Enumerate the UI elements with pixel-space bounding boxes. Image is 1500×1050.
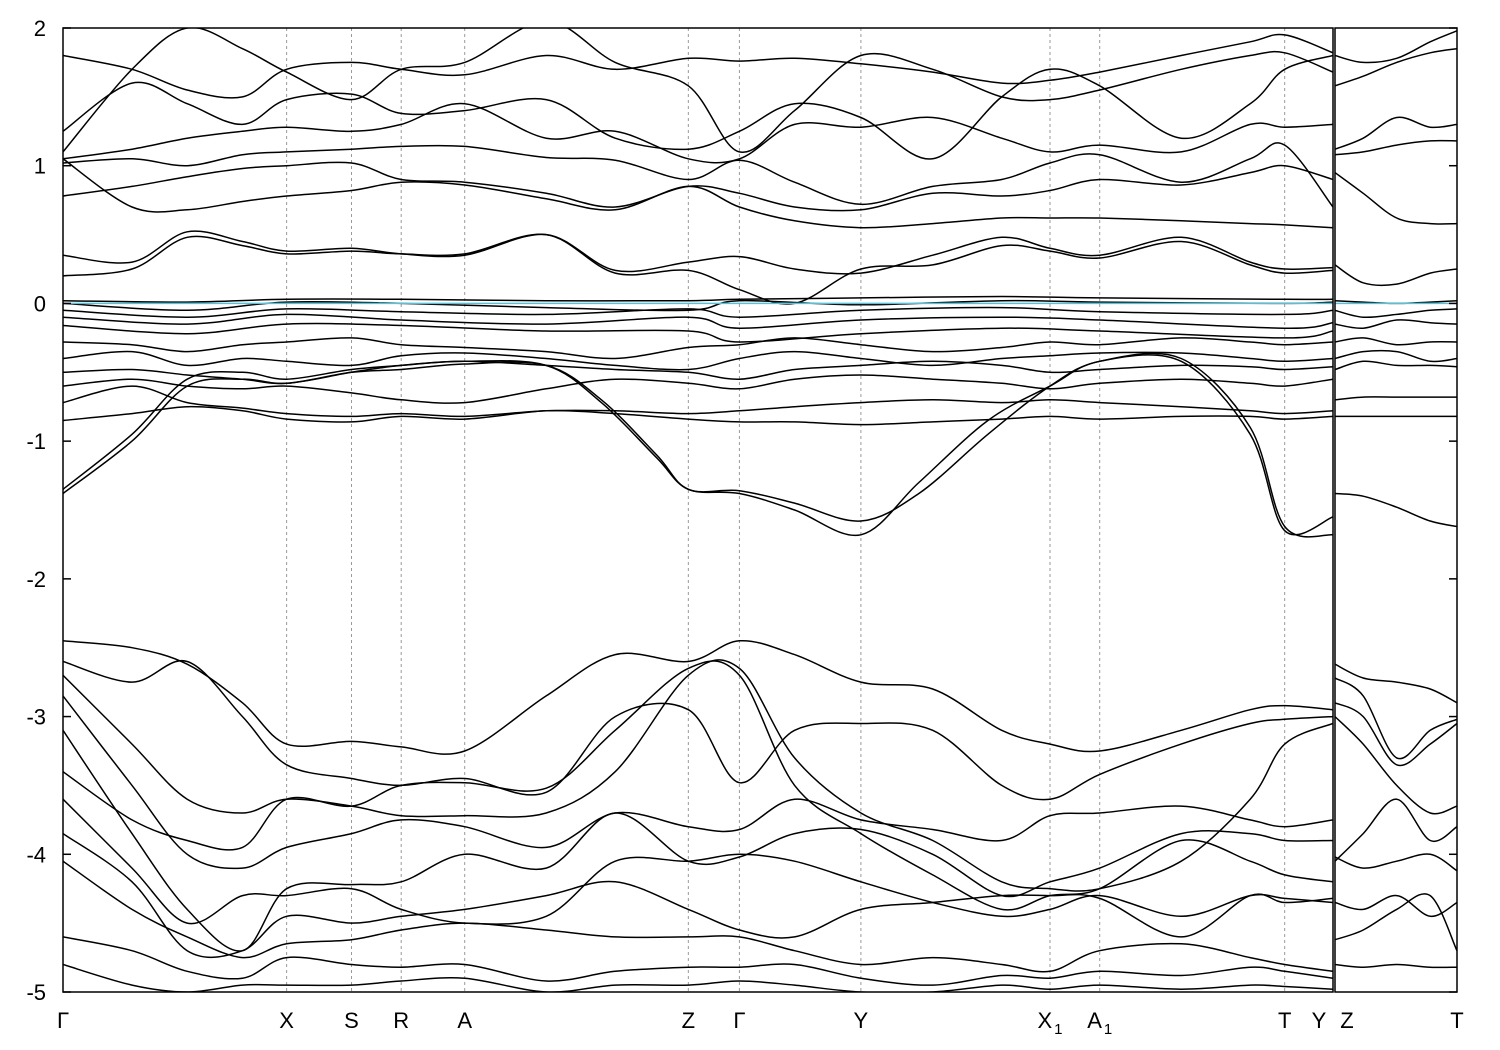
y-tick-label: -2	[26, 567, 46, 592]
band-line	[1335, 319, 1457, 330]
x-tick-label: Γ	[57, 1008, 69, 1033]
x-tick-label: Y	[854, 1008, 869, 1033]
band-line	[1335, 798, 1457, 862]
band-line	[1335, 264, 1457, 287]
band-line	[63, 695, 1333, 870]
y-tick-label: 0	[34, 291, 46, 316]
band-line	[1335, 853, 1457, 872]
band-line	[1335, 894, 1457, 918]
band-line	[63, 161, 1333, 212]
band-line	[1335, 360, 1457, 371]
band-line	[1335, 139, 1457, 156]
band-line	[63, 322, 1333, 343]
band-line	[63, 374, 1333, 404]
plot-frames	[62, 27, 1458, 993]
band-line	[63, 233, 1333, 305]
x-tick-label: T	[1450, 1008, 1463, 1033]
y-tick-label: -4	[26, 842, 46, 867]
band-line	[63, 313, 1333, 329]
band-line	[63, 102, 1333, 164]
y-tick-label: -5	[26, 980, 46, 1005]
band-line	[1335, 677, 1457, 760]
band-line	[1335, 116, 1457, 150]
band-line	[1335, 663, 1457, 704]
band-line	[1335, 171, 1457, 225]
kpoint-gridlines	[286, 28, 1286, 992]
band-line	[63, 33, 1333, 99]
band-line	[63, 963, 1333, 992]
x-tick-label: X	[279, 1008, 294, 1033]
x-tick-label: Z	[682, 1008, 695, 1033]
band-line	[63, 54, 1333, 160]
band-line	[63, 798, 1333, 925]
panel-frame	[1334, 27, 1458, 993]
band-line	[63, 832, 1333, 959]
band-line	[1335, 337, 1457, 346]
y-tick-label: -1	[26, 429, 46, 454]
x-tick-label: S	[344, 1008, 359, 1033]
band-line	[1335, 47, 1457, 87]
band-line	[63, 306, 1333, 318]
band-line	[63, 385, 1333, 418]
band-line	[63, 230, 1333, 275]
band-line	[1335, 308, 1457, 319]
x-tick-label: A	[457, 1008, 472, 1033]
band-line	[1335, 492, 1457, 528]
band-line	[63, 405, 1333, 426]
band-line	[63, 28, 1333, 153]
band-line	[1335, 349, 1457, 363]
x-tick-label: Y	[1312, 1008, 1327, 1033]
y-axis: 2 1 0 -1 -2 -3 -4 -5	[26, 16, 1457, 1005]
band-line	[63, 142, 1333, 208]
band-line	[63, 354, 1333, 537]
y-tick-label: 2	[34, 16, 46, 41]
band-line	[1335, 893, 1457, 952]
band-line	[63, 350, 1333, 371]
band-line	[1335, 30, 1457, 64]
x-tick-label: T	[1278, 1008, 1291, 1033]
band-line	[1335, 396, 1457, 401]
x-tick-label: R	[393, 1008, 409, 1033]
band-line	[63, 295, 1333, 303]
band-line	[1335, 716, 1457, 815]
y-tick-label: -3	[26, 705, 46, 730]
band-line	[63, 860, 1333, 973]
y-tick-label: 1	[34, 154, 46, 179]
band-line	[63, 158, 1333, 229]
band-line	[63, 660, 1333, 911]
panel-frame	[62, 27, 1334, 993]
band-line	[63, 337, 1333, 360]
band-line	[63, 936, 1333, 986]
x-tick-label: Z	[1340, 1008, 1353, 1033]
band-line	[63, 640, 1333, 755]
band-line	[1335, 702, 1457, 767]
band-line	[63, 659, 1333, 801]
band-line	[1335, 963, 1457, 969]
band-line	[63, 659, 1333, 892]
x-tick-label: Γ	[733, 1008, 745, 1033]
